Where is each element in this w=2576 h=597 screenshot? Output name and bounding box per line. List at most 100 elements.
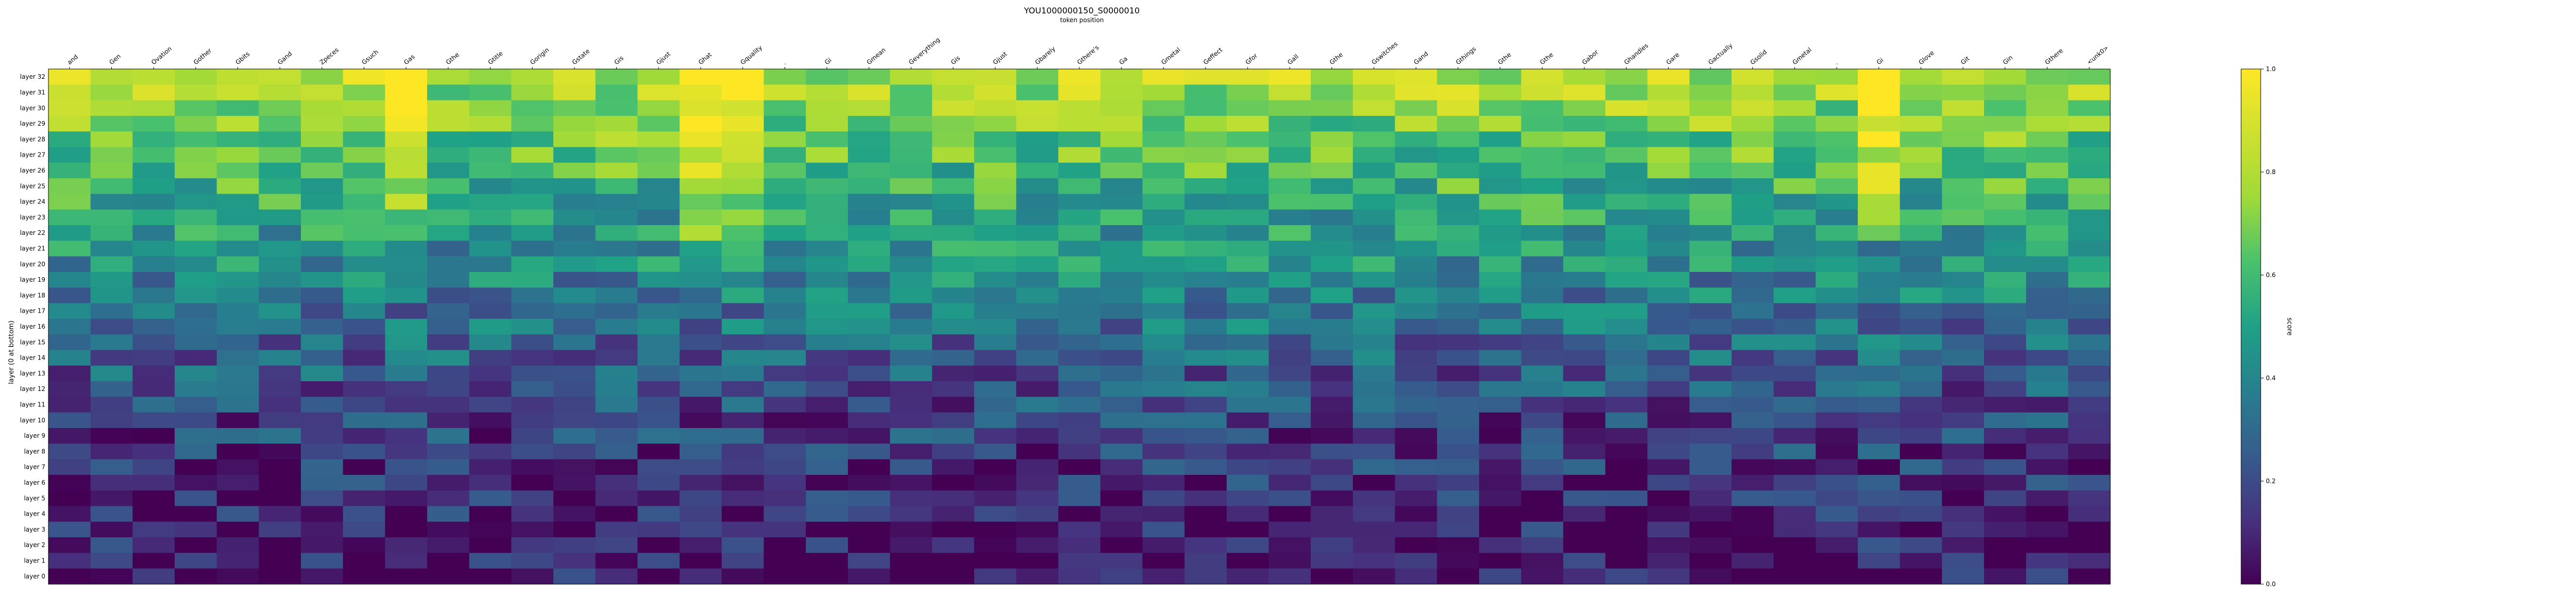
heatmap-cell [890, 365, 933, 382]
heatmap-cell [848, 537, 891, 553]
heatmap-cell [932, 365, 975, 382]
heatmap-cell [1816, 84, 1858, 101]
heatmap-cell [1857, 490, 1901, 507]
heatmap-cell [721, 428, 765, 444]
heatmap-cell [216, 490, 259, 507]
heatmap-cell [1016, 241, 1059, 257]
heatmap-cell [1773, 568, 1816, 585]
heatmap-cell [721, 397, 765, 413]
heatmap-cell [259, 537, 301, 553]
heatmap-cell [1184, 303, 1227, 319]
heatmap-cell [511, 553, 554, 569]
heatmap-cell [90, 115, 133, 132]
heatmap-cell [848, 209, 891, 226]
heatmap-cell [48, 412, 91, 429]
colorbar-tick-label: 0.8 [2266, 168, 2276, 176]
heatmap-cell [1184, 84, 1227, 101]
heatmap-cell [1689, 131, 1732, 148]
heatmap-cell [1605, 521, 1648, 538]
heatmap-cell [595, 490, 638, 507]
heatmap-cell [1184, 287, 1227, 304]
heatmap-cell [1816, 428, 1858, 444]
x-tick-label: Gthe [445, 51, 461, 66]
heatmap-cell [1563, 162, 1606, 179]
heatmap-cell [1857, 178, 1901, 195]
heatmap-cell [1984, 506, 2027, 522]
heatmap-cell [175, 271, 217, 288]
heatmap-cell [48, 350, 91, 366]
heatmap-cell [1100, 568, 1143, 585]
heatmap-cell [1100, 241, 1143, 257]
heatmap-cell [1816, 194, 1858, 210]
heatmap-cell [680, 209, 722, 226]
heatmap-cell [2026, 147, 2069, 163]
heatmap-cell [48, 444, 91, 460]
heatmap-cell [1268, 287, 1311, 304]
heatmap-cell [1689, 100, 1732, 116]
heatmap-cell [1058, 521, 1101, 538]
heatmap-cell [1395, 474, 1437, 491]
heatmap-cell [1100, 521, 1143, 538]
heatmap-cell [259, 428, 301, 444]
heatmap-cell [511, 100, 554, 116]
heatmap-cell [1942, 271, 1985, 288]
heatmap-cell [848, 365, 891, 382]
heatmap-cell [1605, 225, 1648, 241]
heatmap-cell [1100, 365, 1143, 382]
heatmap-cell [1184, 178, 1227, 195]
heatmap-cell [1268, 69, 1311, 85]
heatmap-cell [1689, 194, 1732, 210]
heatmap-cell [1773, 178, 1816, 195]
heatmap-cell [2026, 241, 2069, 257]
heatmap-cell [595, 69, 638, 85]
heatmap-cell [259, 350, 301, 366]
heatmap-cell [1773, 365, 1816, 382]
heatmap-cell [1184, 444, 1227, 460]
heatmap-cell [764, 444, 806, 460]
heatmap-cell [1942, 428, 1985, 444]
heatmap-cell [132, 350, 175, 366]
heatmap-cell [848, 318, 891, 335]
heatmap-cell [1942, 553, 1985, 569]
heatmap-cell [1437, 568, 1480, 585]
heatmap-cell [1100, 334, 1143, 351]
heatmap-cell [1942, 84, 1985, 101]
heatmap-cell [1731, 318, 1774, 335]
heatmap-cell [1689, 115, 1732, 132]
heatmap-cell [1184, 568, 1227, 585]
heatmap-cell [1816, 568, 1858, 585]
heatmap-cell [511, 194, 554, 210]
heatmap-cell [1689, 459, 1732, 475]
heatmap-cell [1016, 69, 1059, 85]
heatmap-cell [132, 209, 175, 226]
x-tick-label: Gmetal [1791, 46, 1813, 66]
heatmap-cell [132, 553, 175, 569]
heatmap-cell [595, 381, 638, 397]
heatmap-cell [1058, 318, 1101, 335]
heatmap-cell [553, 490, 596, 507]
heatmap-cell [806, 241, 849, 257]
heatmap-cell [1731, 162, 1774, 179]
heatmap-cell [1352, 350, 1396, 366]
heatmap-cell [90, 178, 133, 195]
heatmap-cell [216, 537, 259, 553]
heatmap-cell [48, 100, 91, 116]
heatmap-cell [343, 69, 385, 85]
heatmap-cell [1984, 428, 2027, 444]
heatmap-cell [1479, 365, 1522, 382]
heatmap-cell [1689, 147, 1732, 163]
heatmap-cell [974, 69, 1017, 85]
heatmap-cell [932, 397, 975, 413]
heatmap-cell [1142, 84, 1185, 101]
heatmap-cell [1816, 256, 1858, 272]
heatmap-cell [1773, 162, 1816, 179]
heatmap-cell [1479, 334, 1522, 351]
heatmap-cell [2026, 568, 2069, 585]
heatmap-cell [90, 350, 133, 366]
heatmap-cell [1563, 553, 1606, 569]
heatmap-cell [721, 194, 765, 210]
heatmap-cell [637, 568, 680, 585]
heatmap-cell [1311, 365, 1353, 382]
heatmap-cell [1479, 459, 1522, 475]
heatmap-cell [1647, 147, 1690, 163]
